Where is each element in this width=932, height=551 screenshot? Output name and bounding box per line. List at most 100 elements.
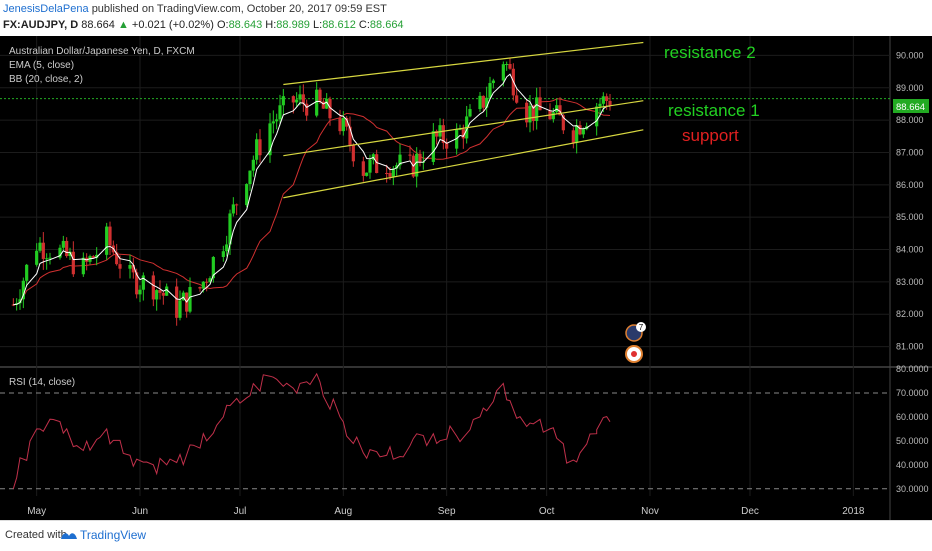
- candle-body: [178, 300, 182, 318]
- rsi-path: [12, 372, 611, 489]
- candle-body: [228, 213, 232, 245]
- candle-body: [201, 281, 205, 289]
- candle-body: [391, 168, 395, 177]
- candle-body: [258, 139, 262, 156]
- candle-body: [45, 258, 49, 260]
- rsi-tick-label: 30.0000: [896, 484, 929, 494]
- candle-body: [605, 96, 609, 101]
- x-tick-label: Jun: [132, 506, 148, 517]
- rsi-tick-label: 80.0000: [896, 364, 929, 374]
- candle-body: [385, 173, 389, 175]
- news-badge[interactable]: 7: [625, 322, 646, 342]
- candle-body: [505, 64, 509, 66]
- news-badge-count: 7: [639, 323, 644, 332]
- candle-body: [535, 97, 539, 122]
- candle-body: [325, 98, 329, 109]
- bb-legend: BB (20, close, 2): [9, 74, 83, 85]
- candle-body: [338, 118, 342, 132]
- resistance-2-label: resistance 2: [664, 43, 756, 62]
- candle-body: [138, 289, 142, 295]
- candle-body: [435, 131, 439, 137]
- candle-body: [225, 244, 229, 252]
- candle-body: [71, 251, 75, 275]
- author-link[interactable]: JenesisDelaPena: [3, 3, 89, 15]
- candle-body: [251, 159, 255, 171]
- candle-body: [551, 112, 555, 120]
- candle-body: [345, 117, 349, 127]
- candle-body: [108, 226, 112, 246]
- candle-body: [375, 154, 379, 174]
- candle-body: [131, 265, 135, 273]
- rsi-tick-label: 40.0000: [896, 460, 929, 470]
- ema-line: [13, 73, 611, 306]
- candle-body: [151, 275, 155, 300]
- candle-body: [48, 257, 52, 259]
- publish-info: JenesisDelaPena published on TradingView…: [3, 3, 387, 15]
- candle-body: [105, 226, 109, 255]
- candle-body: [538, 97, 542, 111]
- candle-body: [431, 131, 435, 162]
- candle-body: [231, 204, 235, 214]
- candle-body: [175, 286, 179, 318]
- price-tick-label: 87.000: [896, 147, 924, 157]
- symbol: FX:AUDJPY, D: [3, 19, 79, 31]
- candle-body: [91, 256, 95, 258]
- candle-body: [95, 254, 99, 258]
- chart-area[interactable]: 81.000 82.000 83.000 84.000 85.000 86.000 87.0…: [0, 36, 932, 520]
- price-tick-label: 82.000: [896, 309, 924, 319]
- candle-body: [281, 96, 285, 106]
- candle-body: [581, 129, 585, 135]
- trendlines[interactable]: [283, 41, 644, 199]
- candle-body: [275, 119, 279, 122]
- candle-body: [155, 290, 159, 300]
- candle-body: [38, 242, 42, 251]
- publish-text: published on TradingView.com, October 20…: [91, 3, 387, 15]
- candle-body: [575, 125, 579, 143]
- candle-body: [468, 109, 472, 117]
- x-tick-label: Sep: [438, 506, 456, 517]
- candle-body: [341, 117, 345, 132]
- x-tick-label: Jul: [234, 506, 247, 517]
- candle-body: [525, 102, 529, 123]
- x-tick-label: Oct: [539, 506, 555, 517]
- change: +0.021 (+0.02%): [131, 19, 214, 31]
- candle-body: [478, 95, 482, 110]
- rsi-tick-label: 60.0000: [896, 412, 929, 422]
- candle-body: [315, 89, 319, 116]
- ohlc-open-label: O:: [216, 19, 229, 31]
- x-tick-label: Dec: [741, 506, 759, 517]
- candle-body: [515, 95, 519, 103]
- candle-body: [278, 105, 282, 120]
- candle-body: [368, 159, 372, 173]
- candle-body: [561, 115, 565, 131]
- tradingview-brand-link[interactable]: TradingView: [80, 528, 147, 542]
- candle-body: [291, 96, 295, 103]
- candle-body: [128, 265, 132, 269]
- rsi-tick-label: 50.0000: [896, 436, 929, 446]
- candle-body: [318, 89, 322, 102]
- last-price: 88.664: [81, 19, 115, 31]
- footer: Created with TradingView: [0, 520, 932, 551]
- candle-body: [245, 184, 249, 206]
- candle-body: [481, 95, 485, 108]
- chart-svg[interactable]: 81.000 82.000 83.000 84.000 85.000 86.000 87.0…: [0, 36, 932, 520]
- price-tick-label: 85.000: [896, 212, 924, 222]
- x-tick-label: 2018: [842, 506, 865, 517]
- candle-body: [271, 121, 275, 124]
- candle-body: [348, 126, 352, 146]
- price-tick-label: 83.000: [896, 277, 924, 287]
- candle-body: [488, 83, 492, 98]
- candle-body: [58, 247, 62, 258]
- candle-body: [298, 94, 302, 100]
- candle-body: [388, 173, 392, 177]
- candle-body: [418, 153, 422, 163]
- ohlc-high-value: 88.989: [276, 19, 310, 31]
- candle-body: [118, 264, 122, 269]
- price-tick-label: 88.000: [896, 115, 924, 125]
- candle-body: [571, 130, 575, 143]
- up-arrow-icon: ▲: [117, 19, 129, 31]
- candle-body: [268, 123, 272, 156]
- last-price-tag: [893, 99, 929, 113]
- earnings-badge[interactable]: [625, 345, 643, 363]
- candle-body: [68, 251, 72, 257]
